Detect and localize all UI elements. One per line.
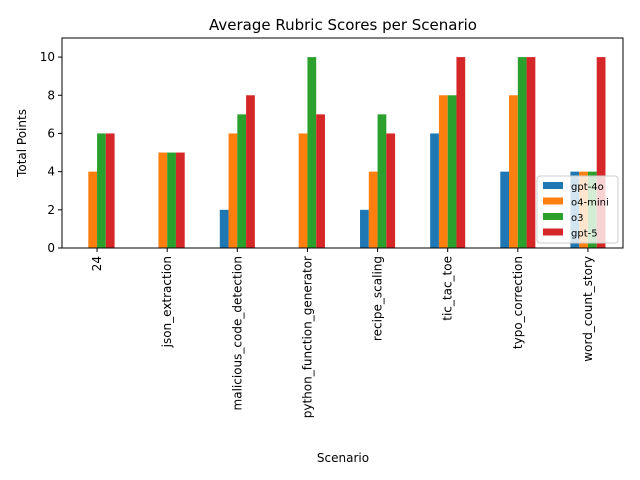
bar-o4-mini-24 (88, 171, 98, 248)
bar-gpt-4o-recipe_scaling (360, 209, 369, 248)
bar-o4-mini-recipe_scaling (368, 171, 378, 248)
legend-label-o4-mini: o4-mini (571, 198, 609, 209)
legend-label-gpt-5: gpt-5 (571, 229, 598, 240)
y-tick-label: 10 (40, 50, 55, 64)
legend-label-o3: o3 (571, 213, 583, 224)
bar-o4-mini-typo_correction (509, 95, 518, 248)
x-tick-label: typo_correction (511, 256, 525, 349)
x-tick-label: malicious_code_detection (230, 256, 244, 410)
plot-frame (61, 37, 624, 249)
legend-swatch-gpt-5 (543, 228, 563, 236)
legend-label-gpt-4o: gpt-4o (571, 182, 604, 193)
bar-o3-json_extraction (167, 152, 176, 248)
bar-o4-mini-python_function_generator (298, 133, 308, 248)
bar-o3-typo_correction (517, 57, 527, 248)
bar-o3-tic_tac_toe (447, 95, 457, 248)
bar-gpt-5-tic_tac_toe (456, 57, 466, 248)
x-tick-label: tic_tac_toe (441, 256, 455, 321)
legend-swatch-o4-mini (543, 197, 563, 205)
bar-o3-24 (97, 133, 106, 248)
bar-gpt-4o-malicious_code_detection (219, 209, 229, 248)
x-tick-label: json_extraction (160, 256, 174, 348)
y-tick-label: 4 (47, 165, 55, 179)
y-tick-label: 0 (47, 241, 55, 255)
bar-o4-mini-tic_tac_toe (438, 95, 448, 248)
x-tick-label: 24 (90, 256, 104, 271)
y-axis: 0 2 4 6 8 10 (40, 50, 62, 255)
x-tick-label: recipe_scaling (371, 256, 385, 341)
bar-o4-mini-malicious_code_detection (228, 133, 238, 248)
y-tick-label: 2 (47, 203, 55, 217)
y-axis-label: Total Points (15, 109, 29, 178)
x-tick-label: python_function_generator (300, 256, 314, 418)
bar-o3-python_function_generator (307, 57, 317, 248)
legend-swatch-gpt-4o (543, 182, 563, 189)
x-tick-label: word_count_story (581, 256, 595, 362)
x-axis-label: Scenario (317, 451, 369, 465)
bar-gpt-4o-tic_tac_toe (430, 133, 439, 248)
bar-gpt-5-recipe_scaling (386, 133, 396, 248)
bar-gpt-5-word_count_story (596, 57, 606, 248)
chart-title: Average Rubric Scores per Scenario (209, 16, 477, 34)
bar-gpt-5-typo_correction (526, 57, 536, 248)
bar-o4-mini-json_extraction (158, 152, 168, 248)
bar-gpt-5-python_function_generator (316, 114, 325, 248)
legend: gpt-4o o4-mini o3 gpt-5 (536, 175, 619, 244)
bar-gpt-5-malicious_code_detection (246, 95, 255, 248)
y-tick-label: 8 (47, 88, 55, 102)
bar-gpt-5-24 (105, 133, 115, 248)
bar-gpt-4o-typo_correction (500, 171, 510, 248)
bar-o3-recipe_scaling (377, 114, 387, 248)
y-tick-label: 6 (47, 126, 55, 140)
bar-gpt-5-json_extraction (175, 152, 185, 248)
bar-o3-malicious_code_detection (237, 114, 247, 248)
legend-box (536, 175, 619, 244)
x-axis: 24 json_extraction malicious_code_detectio… (90, 248, 595, 418)
legend-swatch-o3 (543, 213, 563, 220)
